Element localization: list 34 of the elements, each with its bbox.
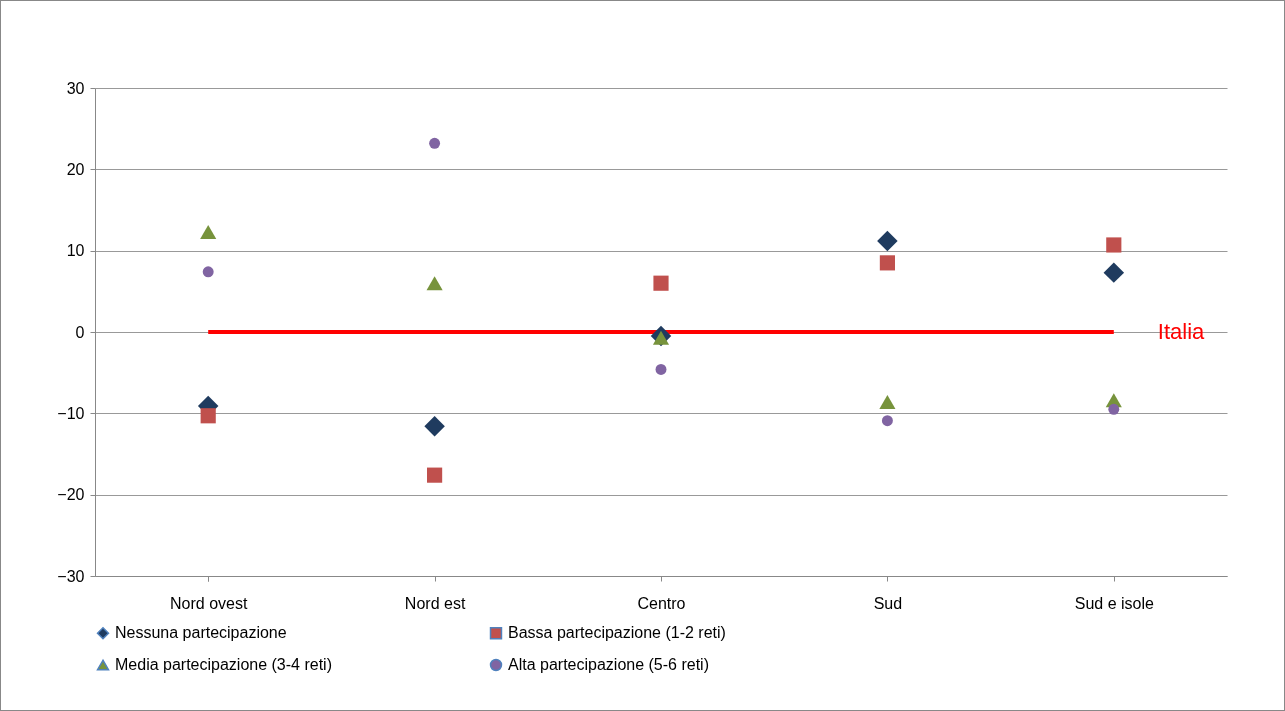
point [1103, 262, 1125, 283]
point [202, 266, 214, 278]
point [426, 276, 443, 291]
legend-label: Nessuna partecipazione [115, 624, 287, 642]
point [429, 137, 441, 149]
x-tick-label: Nord ovest [170, 594, 248, 612]
x-tick-label: Sud [873, 594, 903, 612]
y-tick-label: −30 [57, 567, 85, 585]
point [879, 255, 895, 271]
point [200, 408, 216, 424]
y-tick-label: −10 [57, 404, 85, 422]
point [1108, 403, 1120, 415]
y-tick-label: −20 [57, 486, 85, 504]
y-tick-label: 10 [66, 242, 85, 260]
point [877, 230, 898, 252]
ref-line-label: Italia [1157, 319, 1206, 344]
point [653, 275, 669, 291]
point [1106, 237, 1122, 253]
point [879, 394, 896, 409]
legend-label: Media partecipazione (3-4 reti) [115, 656, 332, 673]
point [881, 415, 893, 427]
point [652, 330, 670, 345]
legend-label: Alta partecipazione (5-6 reti) [508, 656, 709, 673]
point [200, 224, 217, 239]
x-tick-label: Centro [637, 594, 686, 612]
point [427, 467, 443, 483]
y-tick-label: 20 [66, 160, 85, 178]
x-tick-label: Sud e isole [1074, 594, 1154, 612]
point [655, 363, 667, 375]
x-tick-label: Nord est [404, 594, 466, 612]
legend-label: Bassa partecipazione (1-2 reti) [508, 624, 726, 642]
y-tick-label: 30 [66, 79, 85, 97]
point [424, 416, 445, 437]
y-tick-label: 0 [75, 323, 85, 341]
